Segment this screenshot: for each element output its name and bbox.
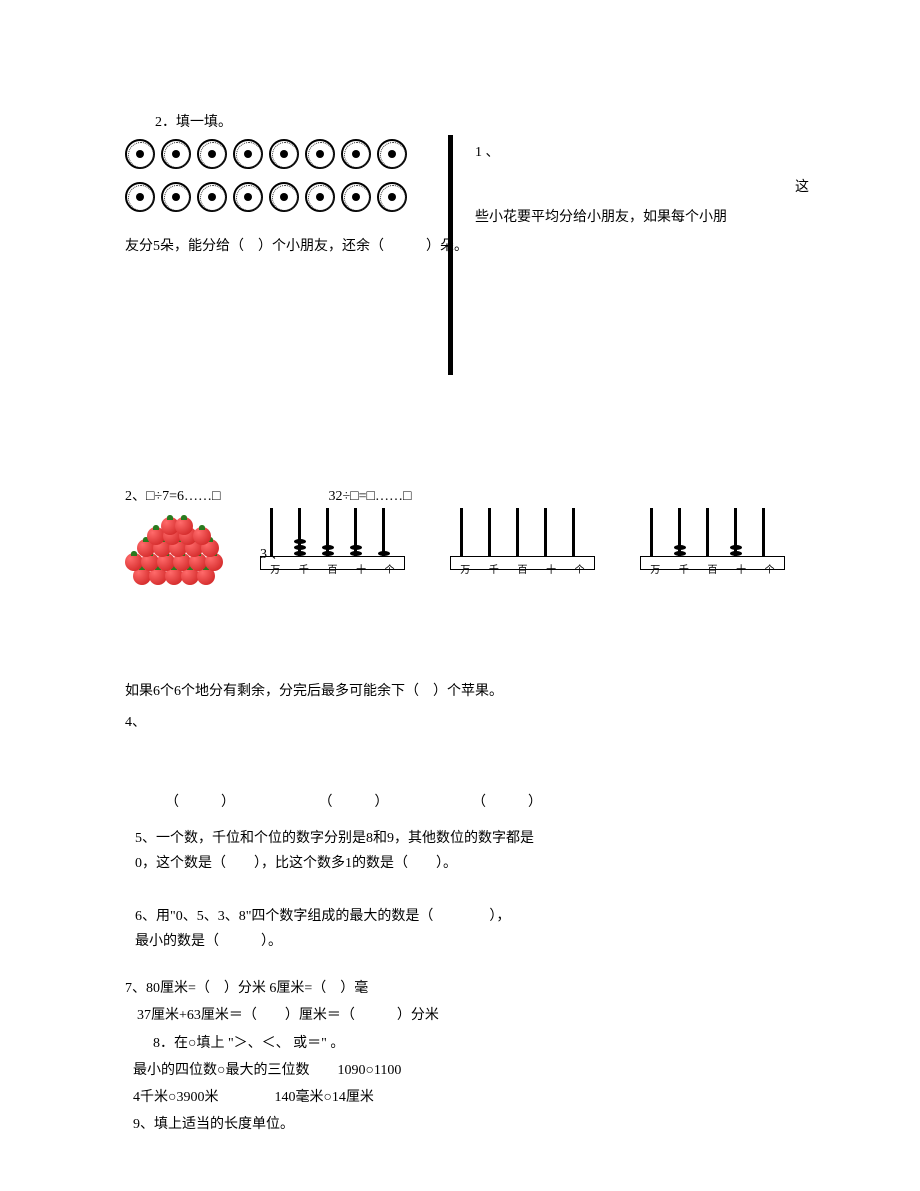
q7-line1: 7、80厘米=（ ）分米 6厘米=（ ）毫: [125, 976, 795, 1001]
berry-icon: [193, 527, 211, 545]
q4-blank-1: （ ）: [165, 790, 315, 815]
q7-line2: 37厘米+63厘米＝（ ）厘米＝（ ）分米: [125, 1003, 795, 1028]
q8-line2: 4千米○3900米 140毫米○14厘米: [125, 1085, 795, 1110]
flower-icon: [269, 182, 299, 212]
q5: 5、一个数，千位和个位的数字分别是8和9，其他数位的数字都是 0，这个数是（ ）…: [125, 826, 555, 876]
flower-icon: [305, 182, 335, 212]
flower-icon: [197, 182, 227, 212]
abacus: 万千百十个: [450, 500, 595, 570]
q1-text-bottom: 友分5朵，能分给（ ）个小朋友，还余（ ）朵。: [125, 234, 795, 259]
flower-icon: [233, 139, 263, 169]
section-title: 2．填一填。: [125, 110, 795, 135]
flower-icon: [197, 139, 227, 169]
vertical-divider: [448, 135, 453, 375]
q1-number: 1 、: [475, 140, 500, 165]
q3-text: 如果6个6个地分有剩余，分完后最多可能余下（ ）个苹果。: [125, 679, 795, 704]
q8-line1: 最小的四位数○最大的三位数 1090○1100: [125, 1058, 795, 1083]
q6: 6、用"0、5、3、8"四个数字组成的最大的数是（ ）， 最小的数是（ ）。: [125, 904, 555, 954]
abacus-row: 万千百十个万千百十个万千百十个: [260, 500, 830, 570]
flower-icon: [377, 139, 407, 169]
strawberry-pile: [125, 517, 225, 589]
flower-icon: [341, 139, 371, 169]
flower-icon: [305, 139, 335, 169]
flower-icon: [125, 139, 155, 169]
flower-icon: [125, 182, 155, 212]
q8-title: 8．在○填上 "＞、＜、 或＝" 。: [125, 1031, 795, 1056]
q9: 9、填上适当的长度单位。: [125, 1112, 795, 1137]
q6-line1: 6、用"0、5、3、8"四个数字组成的最大的数是（ ），: [135, 904, 555, 929]
flower-icon: [233, 182, 263, 212]
flower-icon: [161, 139, 191, 169]
q5-line1: 5、一个数，千位和个位的数字分别是8和9，其他数位的数字都是: [135, 826, 555, 851]
q4-blanks: （ ） （ ） （ ）: [125, 790, 795, 815]
flower-icon: [341, 182, 371, 212]
abacus: 万千百十个: [640, 500, 785, 570]
berry-icon: [175, 517, 193, 535]
q1-text-right: 些小花要平均分给小朋友，如果每个小朋: [475, 205, 775, 230]
q1-char: 这: [795, 175, 809, 200]
q5-line2: 0，这个数是（ ），比这个数多1的数是（ ）。: [135, 851, 555, 876]
flower-icon: [269, 139, 299, 169]
flower-icon: [377, 182, 407, 212]
flower-icon: [161, 182, 191, 212]
abacus: 万千百十个: [260, 500, 405, 570]
q4-blank-2: （ ）: [319, 790, 469, 815]
flower-grid: [125, 135, 413, 225]
q6-line2: 最小的数是（ ）。: [135, 929, 555, 954]
q4-blank-3: （ ）: [472, 790, 622, 815]
q4-number: 4、: [125, 710, 795, 735]
